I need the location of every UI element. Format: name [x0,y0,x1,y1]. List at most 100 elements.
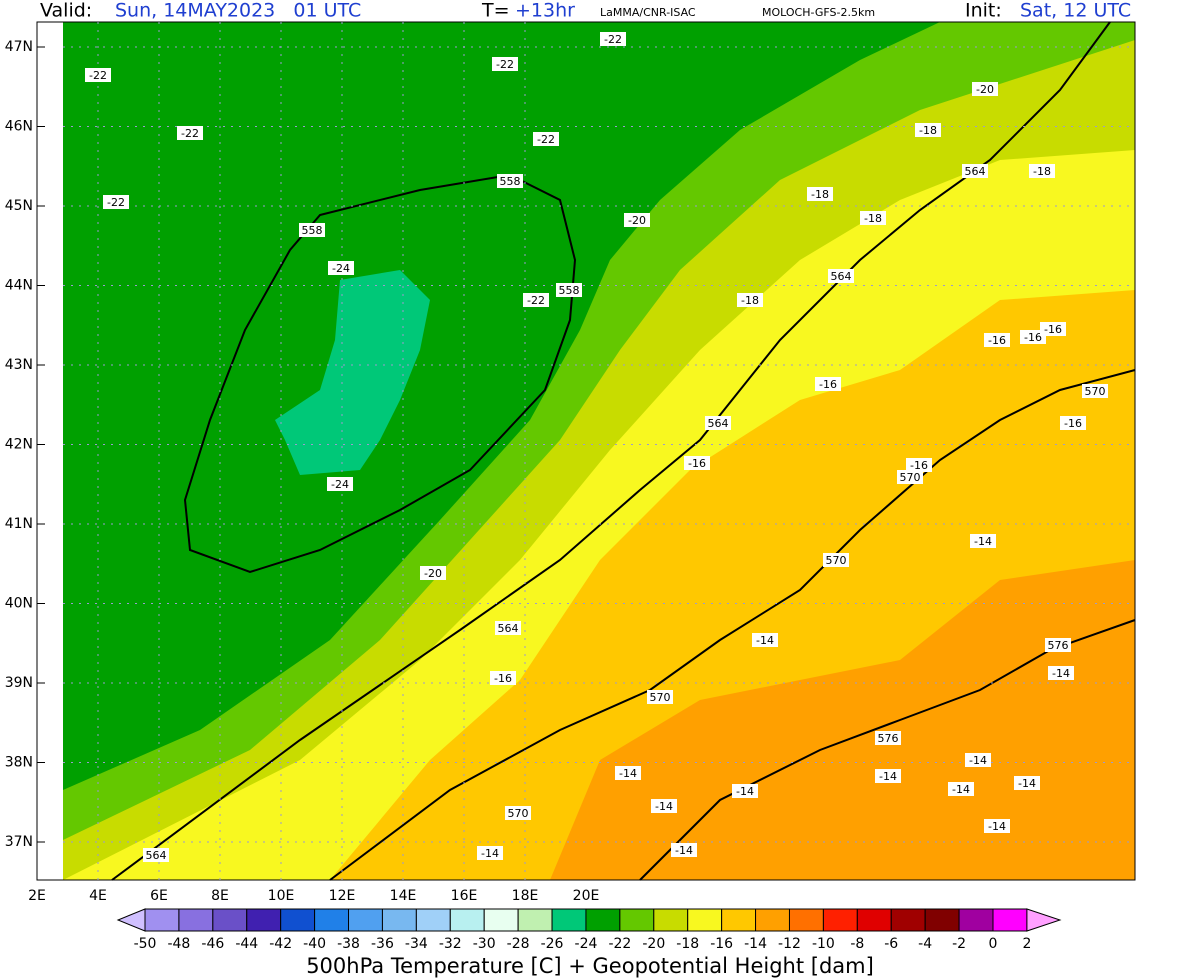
colorbar-swatch [653,908,689,932]
temperature-label: -16 [910,459,928,472]
colorbar-tick-label: -24 [575,936,598,952]
colorbar-swatch [415,908,451,932]
lon-label: 10E [268,888,295,904]
lon-label: 6E [150,888,168,904]
colorbar-tick-label: -16 [710,936,733,952]
height-label: 570 [650,691,671,704]
height-label-box [143,848,169,862]
temperature-label-box [85,68,111,82]
colorbar-swatch [755,908,790,932]
temperature-label: -14 [736,785,754,798]
temperature-label: -20 [976,83,994,96]
colorbar-tick-label: -10 [812,936,835,952]
colorbar-swatch [483,908,519,932]
lon-label: 20E [573,888,600,904]
temperature-label-box [1020,330,1046,344]
temperature-label-box [875,769,901,783]
temperature-label: -16 [1064,417,1082,430]
lat-label: 39N [5,675,33,691]
height-label-box [897,470,923,484]
temperature-label: -14 [879,770,897,783]
height-label: 570 [508,807,529,820]
colorbar-swatch [246,908,282,932]
colorbar-tick-label: -44 [235,936,258,952]
temperature-label-box [624,213,650,227]
colorbar-swatch [144,908,180,932]
height-label: 558 [559,284,580,297]
lat-label: 47N [5,39,33,55]
temperature-label: -14 [619,767,637,780]
colorbar-tick-label: -50 [134,936,157,952]
colorbar-tick-label: -20 [642,936,665,952]
lon-label: 18E [512,888,539,904]
lat-label: 43N [5,357,33,373]
temperature-label-box [600,32,626,46]
lat-label: 44N [5,278,33,294]
temperature-label: -18 [811,188,829,201]
temperature-label: -14 [974,535,992,548]
lat-label: 40N [5,596,33,612]
temperature-label-box [1040,322,1066,336]
colorbar-tick-label: -38 [337,936,360,952]
forecast-value: +13hr [515,0,575,22]
colorbar-swatch [619,908,655,932]
temperature-label-box [984,819,1010,833]
colorbar-tick-label: -40 [303,936,326,952]
height-label-box [705,416,731,430]
height-label-box [1082,384,1108,398]
colorbar-cap [116,908,146,932]
lon-label: 8E [211,888,229,904]
colorbar-swatch [381,908,417,932]
height-label-box [495,621,521,635]
temperature-label-box [477,846,503,860]
colorbar-tick-label: 0 [989,936,998,952]
temperature-label-box [1029,164,1055,178]
colorbar-swatch [992,908,1028,932]
height-label-box [828,269,854,283]
temperature-label-box [737,293,763,307]
temperature-label-box [1014,776,1040,790]
forecast-label: T= [481,0,510,22]
temperature-label-box [906,458,932,472]
temperature-label-box [948,782,974,796]
lon-label: 4E [89,888,107,904]
temperature-label: -24 [332,262,350,275]
colorbar-tick-label: -46 [201,936,224,952]
temperature-label: -22 [107,196,125,209]
temperature-label: -14 [1018,777,1036,790]
lat-label: 38N [5,755,33,771]
colorbar-swatch [348,908,383,932]
valid-value: Sun, 14MAY2023 01 UTC [115,0,361,22]
temperature-label-box [970,534,996,548]
temperature-label: -14 [1052,667,1070,680]
temperature-label: -18 [919,124,937,137]
lat-label: 37N [5,834,33,850]
colorbar-swatch [856,908,892,932]
temperature-label-box [965,753,991,767]
height-label: 564 [498,622,519,635]
temperature-label: -18 [864,212,882,225]
height-label: 564 [146,849,167,862]
temperature-label: -16 [688,457,706,470]
band [275,270,430,475]
temperature-label-box [523,293,549,307]
temperature-label-box [651,799,677,813]
init-value: Sat, 12 UTC [1020,0,1131,22]
colorbar-tick-label: -6 [884,936,898,952]
colorbar-tick-label: -8 [850,936,864,952]
colorbar-tick-label: -36 [371,936,394,952]
lon-label: 2E [28,888,46,904]
map-frame [36,21,1136,881]
temperature-label: -14 [988,820,1006,833]
init-label: Init: [965,0,1002,22]
temperature-label: -24 [331,478,349,491]
lat-label: 46N [5,119,33,135]
temperature-label-box [420,566,446,580]
band [550,560,1135,880]
temperature-label: -16 [819,378,837,391]
source: LaMMA/CNR-ISAC [600,6,696,19]
temperature-label-box [732,784,758,798]
lat-label: 41N [5,516,33,532]
temperature-label: -14 [481,847,499,860]
temperature-field [63,22,1135,880]
